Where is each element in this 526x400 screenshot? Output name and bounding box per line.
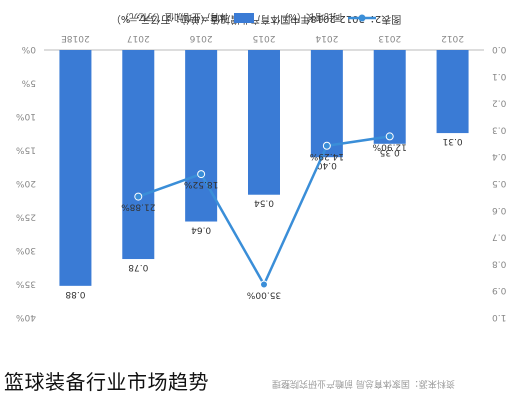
y-right-tick-label: 0.4 — [492, 151, 507, 161]
legend-bar-label: 体育产业增加值（万亿元） — [120, 11, 228, 23]
bar-value-label: 0.78 — [128, 262, 148, 272]
y-left-tick-label: 10% — [16, 111, 36, 121]
y-right-tick-label: 0.8 — [492, 258, 507, 268]
category-label: 2014 — [315, 33, 338, 43]
line-point — [197, 170, 206, 179]
rotated-chart-group: 图表2：2012-2018年中国体育产业增加值（单位：万亿元，%） 1.0 0.9… — [16, 11, 507, 322]
line-point — [260, 280, 268, 289]
category-label: 2016 — [189, 33, 212, 43]
bar-value-label: 0.64 — [191, 225, 211, 235]
y-right-tick-label: 0.3 — [492, 124, 506, 134]
line-value-label: 14.29% — [309, 151, 344, 161]
category-label: 2013 — [378, 33, 401, 43]
source-note: 资料来源：国家体育总局 前瞻产业研究院整理 — [272, 378, 455, 388]
legend-line-marker — [358, 14, 366, 22]
bar-series: 0.31 0.35 0.40 0.54 0.64 0.78 0.88 — [59, 50, 469, 299]
y-right-tick-label: 0.9 — [492, 285, 507, 295]
y-right-tick-label: 1.0 — [492, 312, 507, 322]
y-left-tick-label: 30% — [16, 245, 36, 255]
legend-bar-swatch — [234, 13, 254, 23]
category-label: 2018E — [61, 33, 90, 43]
bar-value-label: 0.54 — [254, 198, 274, 208]
y-left-tick-label: 25% — [16, 212, 36, 222]
y-right-tick-label: 0.2 — [492, 98, 506, 108]
y-left-tick-label: 5% — [21, 78, 36, 88]
y-right-tick-label: 0.1 — [492, 71, 506, 81]
bar-value-label: 0.88 — [65, 289, 85, 299]
line-value-label: 21.88% — [121, 202, 156, 212]
y-right-tick-label: 0.0 — [492, 44, 507, 54]
bar — [310, 50, 343, 158]
line-series: 12.90% 14.29% 35.00% 18.52% 21.88% — [121, 132, 407, 300]
y-right-tick-label: 0.7 — [492, 232, 506, 242]
legend-line-label: 同比增长（%） — [279, 11, 342, 23]
bar-value-label: 0.35 — [380, 147, 400, 157]
category-label: 2015 — [253, 33, 276, 43]
line-point — [385, 132, 394, 141]
bar — [59, 50, 92, 286]
y-right-tick-label: 0.5 — [492, 178, 506, 188]
line-point — [322, 141, 331, 150]
y-left-tick-label: 15% — [16, 145, 36, 155]
y-left-tick-label: 0% — [21, 44, 36, 54]
y-right-tick-label: 0.6 — [492, 205, 507, 215]
bar — [373, 50, 406, 144]
y-left-tick-label: 20% — [16, 178, 36, 188]
bar — [248, 50, 280, 195]
line-point — [134, 192, 143, 201]
line-value-label: 18.52% — [184, 179, 219, 189]
category-label: 2012 — [441, 33, 464, 43]
bar-value-label: 0.31 — [443, 136, 463, 146]
bottom-caption: 篮球装备行业市场趋势 — [4, 370, 209, 394]
line-value-label: 35.00% — [246, 290, 281, 300]
category-label: 2017 — [127, 33, 150, 43]
line-value-label: 12.90% — [372, 141, 407, 151]
y-left-tick-label: 40% — [16, 312, 36, 322]
bar-value-label: 0.40 — [317, 160, 337, 170]
bar — [436, 50, 469, 134]
chart-title: 图表2：2012-2018年中国体育产业增加值（单位：万亿元，%） — [111, 13, 401, 26]
bar — [122, 50, 155, 260]
legend: 同比增长（%） 体育产业增加值（万亿元） — [120, 11, 376, 23]
y-left-tick-label: 35% — [16, 279, 36, 289]
